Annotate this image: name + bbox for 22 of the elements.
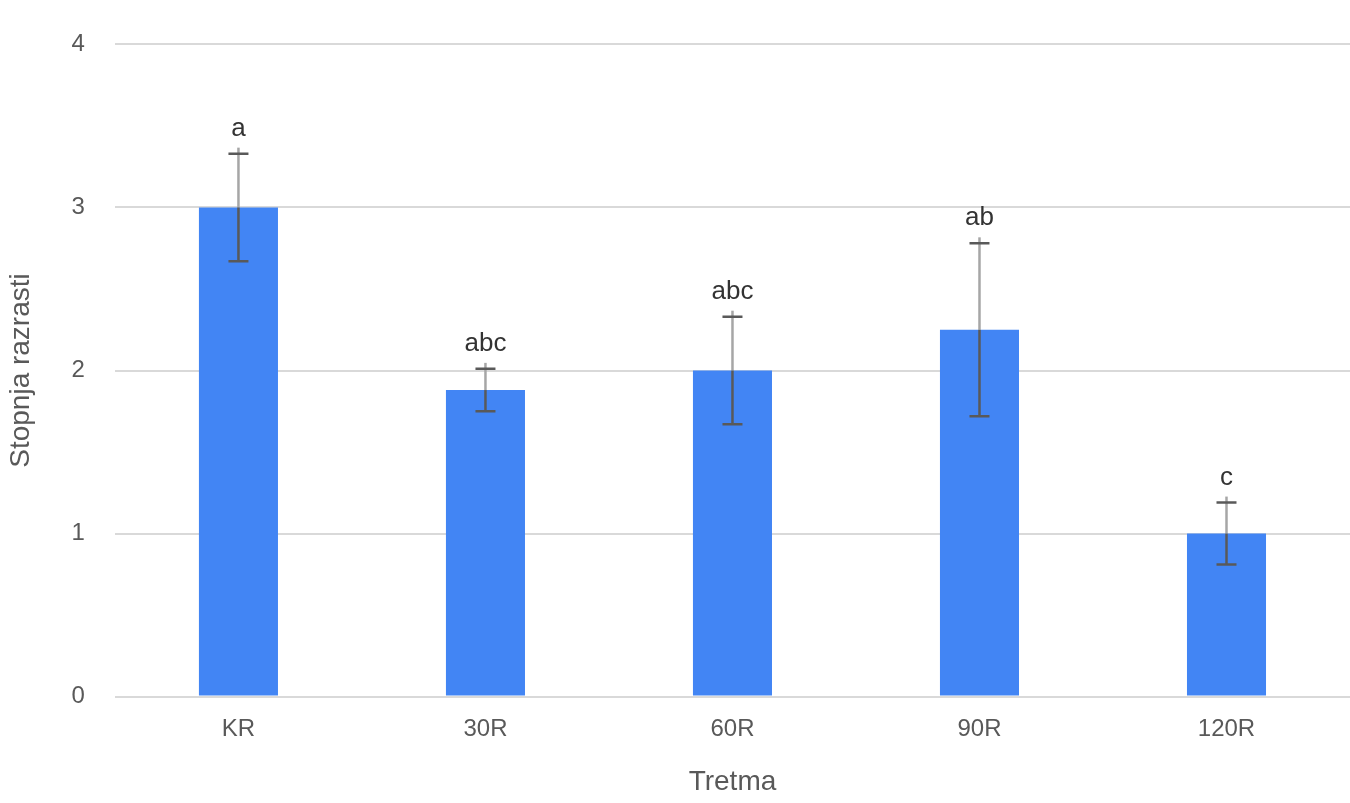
bar — [1186, 533, 1267, 696]
x-axis-title: Tretma — [688, 764, 777, 796]
y-tick-label: 2 — [71, 355, 85, 383]
x-tick-label: KR — [221, 713, 256, 741]
bar — [198, 207, 278, 696]
y-tick-label: 1 — [71, 518, 85, 546]
x-tick-label: 90R — [957, 713, 1002, 741]
bar — [445, 390, 525, 696]
x-tick-label: 60R — [710, 713, 755, 741]
x-tick-label: 120R — [1197, 713, 1256, 741]
y-tick-label: 0 — [71, 681, 85, 709]
bar — [692, 370, 772, 696]
y-tick-label: 3 — [71, 192, 85, 220]
annotation: abc — [711, 274, 754, 305]
y-tick-label: 4 — [71, 29, 85, 57]
annotation: abc — [464, 327, 507, 358]
x-tick-label: 30R — [463, 713, 508, 741]
bar — [939, 329, 1020, 696]
y-axis-title: Stopnja razrasti — [3, 273, 35, 468]
annotation: a — [231, 111, 247, 142]
annotation: ab — [965, 201, 994, 232]
annotation: c — [1219, 460, 1233, 491]
